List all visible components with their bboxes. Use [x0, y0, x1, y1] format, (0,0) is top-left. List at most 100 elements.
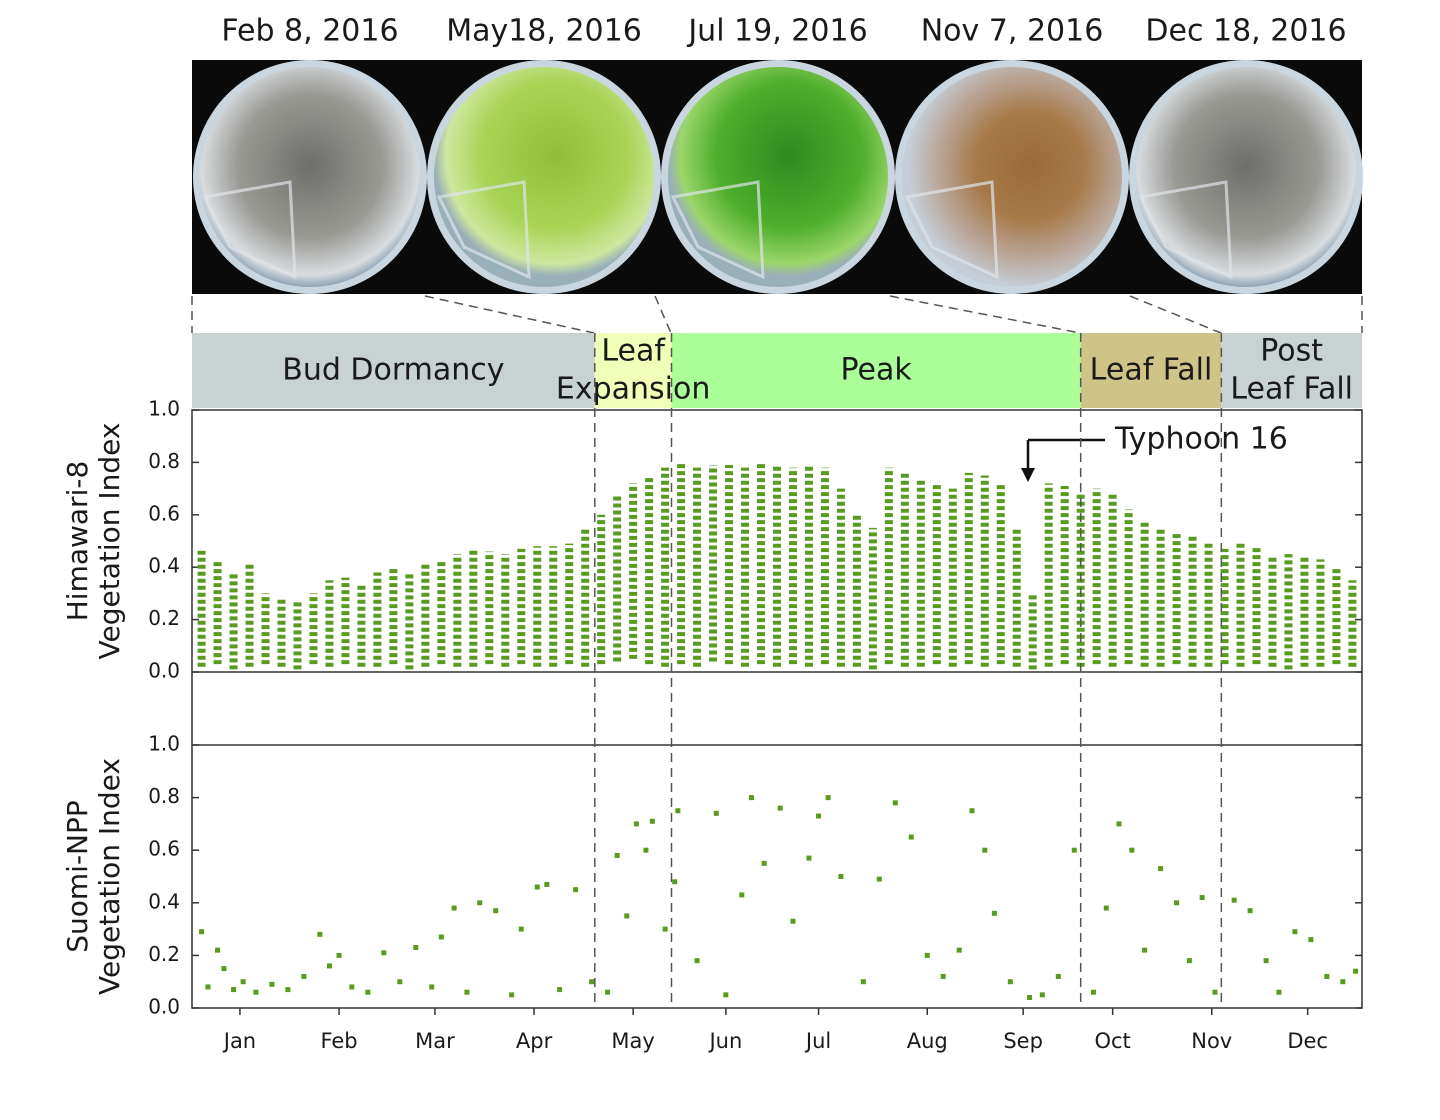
point — [1007, 979, 1013, 985]
point — [662, 926, 668, 932]
y-axis-label: Vegetation Index — [93, 423, 126, 660]
x-tick-label: Jan — [222, 1029, 256, 1053]
y-tick-label: 0.8 — [148, 449, 180, 473]
x-tick-label: Nov — [1191, 1029, 1232, 1053]
point — [1308, 937, 1314, 943]
x-tick-label: Aug — [907, 1029, 948, 1053]
y-tick-label: 0.6 — [148, 837, 180, 861]
phase-label: Post — [1260, 334, 1323, 369]
y-tick-label: 1.0 — [148, 397, 180, 421]
x-tick-label: Feb — [320, 1029, 357, 1053]
tower — [202, 180, 297, 280]
point — [1353, 968, 1359, 974]
plot-frame — [191, 409, 1363, 673]
photo-date: Dec 18, 2016 — [1145, 14, 1346, 49]
point — [429, 984, 435, 990]
point — [534, 884, 540, 890]
point — [761, 860, 767, 866]
photos — [193, 60, 1363, 294]
point — [413, 945, 419, 951]
point — [806, 855, 812, 861]
y-tick-label: 0.2 — [148, 606, 180, 630]
point — [816, 813, 822, 819]
point — [397, 979, 403, 985]
y-axis-label: Suomi-NPP — [61, 800, 94, 953]
y-tick-label: 0.0 — [148, 995, 180, 1019]
y-tick-label: 0.6 — [148, 501, 180, 525]
point — [477, 900, 483, 906]
point — [825, 795, 831, 801]
plot-frame — [191, 744, 1363, 1009]
y-axis-label: Himawari-8 — [61, 461, 94, 622]
x-tick-label: May — [611, 1029, 654, 1053]
point — [199, 929, 205, 935]
photo — [902, 67, 1122, 287]
point — [1055, 973, 1061, 979]
y-tick-label: 0.4 — [148, 554, 180, 578]
point — [1129, 847, 1135, 853]
connector — [889, 295, 1081, 334]
point — [464, 989, 470, 995]
photo — [1136, 67, 1356, 287]
y-tick-label: 1.0 — [148, 732, 180, 756]
point — [253, 989, 259, 995]
phase-band — [671, 333, 1081, 408]
point — [493, 908, 499, 914]
point — [381, 950, 387, 956]
phase-band — [192, 333, 595, 408]
tower — [670, 180, 765, 280]
point — [908, 834, 914, 840]
point — [1186, 958, 1192, 964]
phase-band — [1080, 333, 1222, 408]
plot-area — [191, 333, 1363, 1015]
y-tick-label: 0.2 — [148, 942, 180, 966]
point — [1292, 929, 1298, 935]
point — [509, 992, 515, 998]
photo — [668, 67, 888, 287]
point — [633, 821, 639, 827]
phase-label: Expansion — [556, 372, 710, 407]
point — [326, 963, 332, 969]
photo-date: Jul 19, 2016 — [686, 14, 867, 49]
point — [269, 981, 275, 987]
point — [1199, 895, 1205, 901]
x-tick-label: Jun — [707, 1029, 742, 1053]
x-tick-label: Mar — [415, 1029, 455, 1053]
point — [221, 966, 227, 972]
x-tick-label: Oct — [1094, 1029, 1130, 1053]
point — [643, 847, 649, 853]
point — [838, 874, 844, 879]
y-tick-label: 0.0 — [148, 659, 180, 683]
point — [365, 989, 371, 995]
x-tick-label: Sep — [1003, 1029, 1043, 1053]
y-tick-label: 0.4 — [148, 889, 180, 913]
photo — [200, 67, 420, 287]
point — [675, 808, 681, 814]
connector — [1129, 295, 1222, 334]
phase-label: Peak — [840, 353, 912, 388]
photo — [434, 67, 654, 287]
photo-date: Nov 7, 2016 — [921, 14, 1104, 49]
point — [982, 847, 988, 853]
point — [1263, 958, 1269, 964]
x-tick-label: Dec — [1287, 1029, 1328, 1053]
point — [991, 910, 997, 916]
point — [713, 810, 719, 816]
phase-band — [594, 333, 672, 408]
point — [1276, 989, 1282, 995]
x-tick-label: Apr — [516, 1029, 553, 1053]
connectors — [191, 295, 1363, 334]
point — [1158, 866, 1164, 872]
phase-label: Leaf — [601, 334, 666, 369]
point — [1142, 947, 1148, 953]
phase-label: Leaf Fall — [1230, 372, 1353, 407]
photo-date: May18, 2016 — [446, 14, 642, 49]
point — [317, 931, 323, 937]
point — [451, 905, 457, 911]
point — [1174, 900, 1180, 906]
point — [1103, 905, 1109, 911]
point — [1071, 847, 1077, 853]
point — [748, 795, 754, 801]
point — [1324, 973, 1330, 979]
point — [285, 987, 291, 993]
